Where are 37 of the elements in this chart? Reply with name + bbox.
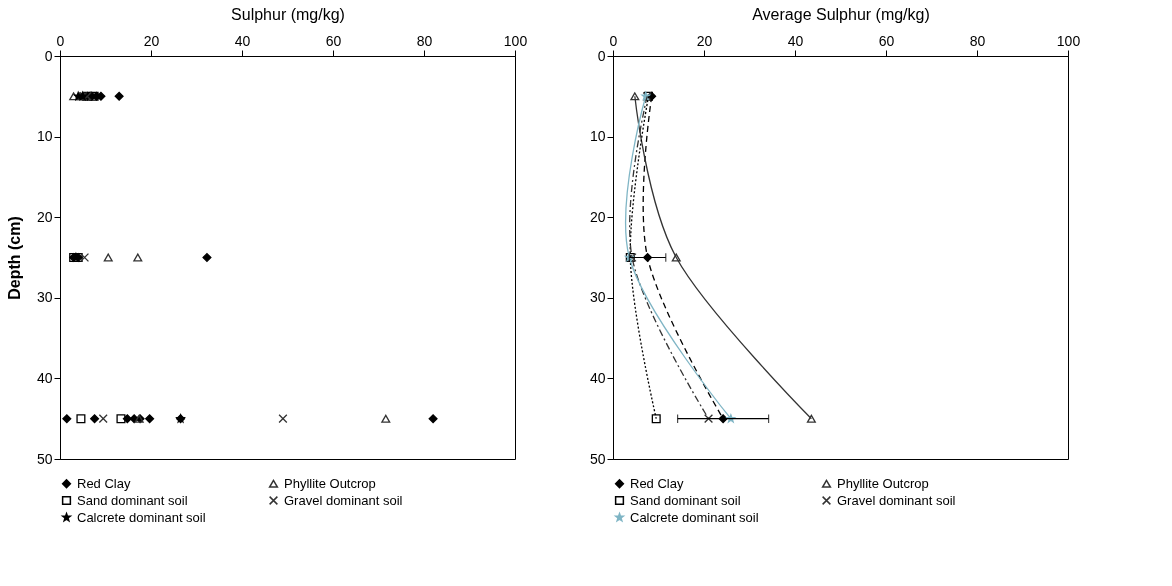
x-tick-label: 80 [969, 32, 986, 49]
y-tick-label: 20 [589, 208, 606, 225]
x-axis-title: Sulphur (mg/kg) [231, 5, 345, 23]
y-axis-title: Depth (cm) [5, 216, 23, 300]
y-tick-label: 40 [36, 369, 53, 386]
legend-label: Gravel dominant soil [837, 492, 956, 508]
y-tick-label: 40 [589, 369, 606, 386]
x-tick-label: 60 [878, 32, 895, 49]
legend-label: Calcrete dominant soil [77, 509, 206, 525]
x-tick-label: 20 [143, 32, 160, 49]
x-tick-label: 0 [56, 32, 65, 49]
y-tick-label: 0 [597, 47, 606, 64]
x-tick-label: 80 [416, 32, 433, 49]
legend-label: Phyllite Outcrop [837, 475, 929, 491]
y-tick-label: 50 [36, 450, 53, 467]
x-tick-label: 20 [696, 32, 713, 49]
legend-label: Red Clay [630, 475, 684, 491]
y-tick-label: 0 [44, 47, 53, 64]
x-tick-label: 100 [1056, 32, 1081, 49]
y-tick-label: 50 [589, 450, 606, 467]
y-tick-label: 10 [36, 128, 53, 145]
x-tick-label: 40 [787, 32, 804, 49]
y-tick-label: 10 [589, 128, 606, 145]
x-tick-label: 40 [234, 32, 251, 49]
y-tick-label: 30 [589, 289, 606, 306]
x-tick-label: 0 [609, 32, 618, 49]
legend-label: Phyllite Outcrop [284, 475, 376, 491]
legend-label: Gravel dominant soil [284, 492, 403, 508]
x-axis-title: Average Sulphur (mg/kg) [752, 5, 930, 23]
legend-label: Calcrete dominant soil [630, 509, 759, 525]
legend-label: Red Clay [77, 475, 131, 491]
legend-label: Sand dominant soil [630, 492, 741, 508]
legend-label: Sand dominant soil [77, 492, 188, 508]
y-tick-label: 20 [36, 208, 53, 225]
y-tick-label: 30 [36, 289, 53, 306]
x-tick-label: 100 [503, 32, 528, 49]
x-tick-label: 60 [325, 32, 342, 49]
